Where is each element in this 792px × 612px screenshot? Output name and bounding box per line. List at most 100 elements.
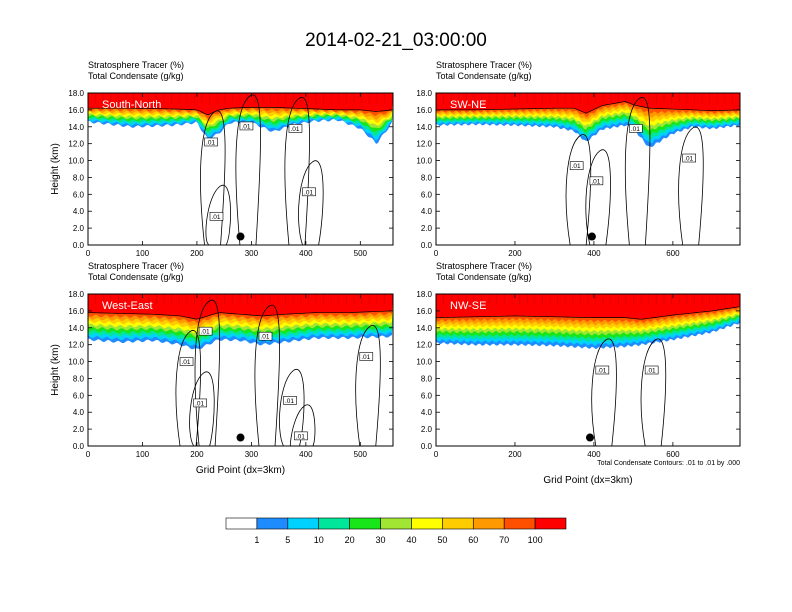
y-tick-label: 8.0	[73, 173, 85, 182]
contour-curve	[284, 96, 310, 245]
panel-title-line: Stratosphere Tracer (%)	[436, 261, 532, 271]
contour-label: .01	[182, 359, 191, 366]
tracer-field	[88, 93, 393, 144]
y-tick-label: 12.0	[416, 341, 432, 350]
contour-curve	[279, 368, 305, 446]
x-tick-label: 600	[666, 450, 680, 459]
x-tick-label: 600	[666, 249, 680, 258]
y-tick-label: 6.0	[73, 190, 85, 199]
x-tick-label: 500	[354, 249, 368, 258]
condensate-contours	[175, 299, 381, 446]
x-tick-label: 200	[508, 249, 522, 258]
contour-label-box	[179, 357, 194, 366]
colorbar-swatch	[472, 517, 505, 530]
condensate-contours	[200, 94, 324, 245]
y-tick-label: 16.0	[416, 307, 432, 316]
y-tick-label: 4.0	[421, 408, 433, 417]
contour-label-box	[595, 365, 610, 375]
condensate-contours	[565, 96, 704, 245]
contour-curve	[235, 94, 261, 245]
y-tick-label: 0.0	[421, 241, 433, 250]
contour-curve	[254, 304, 280, 446]
y-tick-label: 14.0	[68, 324, 84, 333]
y-tick-label: 10.0	[416, 157, 432, 166]
y-tick-label: 10.0	[68, 358, 84, 367]
y-tick-label: 8.0	[421, 173, 433, 182]
y-tick-label: 2.0	[421, 425, 433, 434]
y-tick-label: 10.0	[68, 157, 84, 166]
x-tick-label: 200	[190, 450, 204, 459]
y-tick-label: 12.0	[68, 140, 84, 149]
x-tick-label: 200	[508, 450, 522, 459]
y-tick-label: 2.0	[73, 425, 85, 434]
y-tick-label: 4.0	[73, 408, 85, 417]
y-tick-label: 18.0	[68, 89, 84, 98]
x-tick-label: 400	[587, 249, 601, 258]
contour-label: .01	[631, 126, 640, 133]
contour-curve	[565, 134, 592, 245]
contour-curve	[290, 404, 316, 446]
contour-label-box	[359, 352, 374, 361]
y-tick-label: 2.0	[73, 224, 85, 233]
y-tick-label: 18.0	[68, 290, 84, 299]
y-tick-label: 18.0	[416, 290, 432, 299]
panel-title-line: Total Condensate (g/kg)	[88, 272, 184, 282]
x-tick-label: 100	[136, 249, 150, 258]
x-tick-label: 0	[434, 249, 439, 258]
y-tick-label: 14.0	[68, 123, 84, 132]
tracer-field	[436, 294, 740, 350]
contour-label: .01	[572, 163, 581, 170]
contour-label: .01	[206, 139, 215, 146]
y-tick-label: 0.0	[73, 241, 85, 250]
chart-panel-3: .01 .01 .01 .01 .01 .01 .01 West-East Stratosphe…	[50, 261, 394, 476]
y-tick-label: 16.0	[68, 106, 84, 115]
contour-label-box	[288, 124, 303, 133]
plot-frame	[87, 293, 394, 447]
x-tick-label: 300	[245, 450, 259, 459]
contour-label-box	[198, 326, 213, 336]
colorbar-swatch	[349, 517, 381, 530]
colorbar-swatch	[225, 517, 258, 530]
contour-label-box	[682, 153, 696, 163]
contour-label-box	[193, 398, 207, 408]
contour-curve	[194, 299, 221, 446]
contour-label-box	[239, 121, 254, 131]
location-marker	[236, 433, 245, 442]
y-tick-label: 8.0	[421, 374, 433, 383]
x-tick-label: 100	[136, 450, 150, 459]
panel-title-line: Total Condensate (g/kg)	[436, 272, 532, 282]
page-title: 2014-02-21_03:00:00	[305, 30, 487, 51]
y-tick-label: 8.0	[73, 374, 85, 383]
y-tick-label: 12.0	[416, 140, 432, 149]
colorbar-swatch	[318, 517, 350, 530]
contour-label: .01	[304, 189, 313, 196]
colorbar-label: 100	[528, 535, 543, 545]
tracer-field	[88, 294, 393, 350]
colorbar-label: 50	[437, 535, 447, 545]
condensate-contours	[591, 338, 667, 446]
contour-label-box	[258, 331, 273, 341]
panel-label: SW-NE	[450, 99, 486, 111]
y-tick-label: 6.0	[421, 190, 433, 199]
x-tick-label: 400	[299, 450, 313, 459]
contour-label: .01	[296, 433, 305, 440]
x-tick-label: 0	[86, 249, 91, 258]
x-axis-label: Grid Point (dx=3km)	[196, 465, 285, 476]
contour-curve	[205, 184, 231, 245]
y-tick-label: 4.0	[421, 207, 433, 216]
x-tick-label: 300	[245, 249, 259, 258]
contour-label-box	[283, 396, 297, 405]
colorbar-label: 10	[314, 535, 324, 545]
chart-panel-2: .01 .01 .01 .01 SW-NE Stratosphere Tracer (%)…	[416, 60, 741, 258]
x-axis-label: Grid Point (dx=3km)	[543, 475, 632, 486]
contour-curve	[355, 324, 381, 446]
y-tick-label: 14.0	[416, 123, 432, 132]
contour-line	[88, 107, 392, 116]
colorbar-label: 20	[345, 535, 355, 545]
panel-title-line: Total Condensate (g/kg)	[88, 71, 184, 81]
contour-label-box	[644, 365, 659, 375]
x-tick-label: 200	[190, 249, 204, 258]
panel-title-line: Stratosphere Tracer (%)	[88, 60, 184, 70]
contour-label: .01	[647, 368, 656, 375]
contour-curve	[298, 160, 324, 245]
